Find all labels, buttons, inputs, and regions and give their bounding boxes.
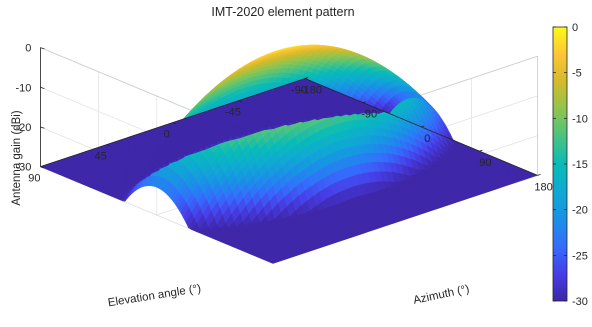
y-tick-label: 180 bbox=[534, 181, 552, 193]
y-tick-label: 90 bbox=[479, 157, 491, 169]
colorbar-tick-label: -10 bbox=[572, 113, 588, 125]
x-tick-label: 0 bbox=[164, 129, 170, 141]
colorbar-tick-label: -30 bbox=[572, 296, 588, 308]
z-axis-label: Antenna gain (dBi) bbox=[11, 110, 23, 205]
colorbar-tick-label: -5 bbox=[572, 68, 582, 80]
z-tick-label: 0 bbox=[25, 43, 31, 55]
x-tick-label: 90 bbox=[28, 173, 40, 185]
colorbar-tick-label: -20 bbox=[572, 205, 588, 217]
y-tick-label: -90 bbox=[361, 109, 377, 121]
gain-surface bbox=[40, 45, 537, 264]
x-axis-label: Elevation angle (°) bbox=[107, 283, 202, 310]
chart-title: IMT-2020 element pattern bbox=[211, 5, 354, 19]
y-tick-label: -180 bbox=[300, 85, 322, 97]
colorbar-tick-label: 0 bbox=[572, 22, 578, 34]
colorbar-tick-label: -25 bbox=[572, 250, 588, 262]
y-tick-label: 0 bbox=[424, 133, 430, 145]
colorbar-tick-label: -15 bbox=[572, 159, 588, 171]
z-tick-label: -10 bbox=[15, 82, 31, 94]
x-tick-label: -45 bbox=[225, 107, 241, 119]
colorbar: 0 -5 -10 -15 -20 -25 -30 bbox=[553, 22, 588, 308]
y-axis-label: Azimuth (°) bbox=[412, 283, 470, 307]
x-tick-label: 45 bbox=[94, 151, 106, 163]
